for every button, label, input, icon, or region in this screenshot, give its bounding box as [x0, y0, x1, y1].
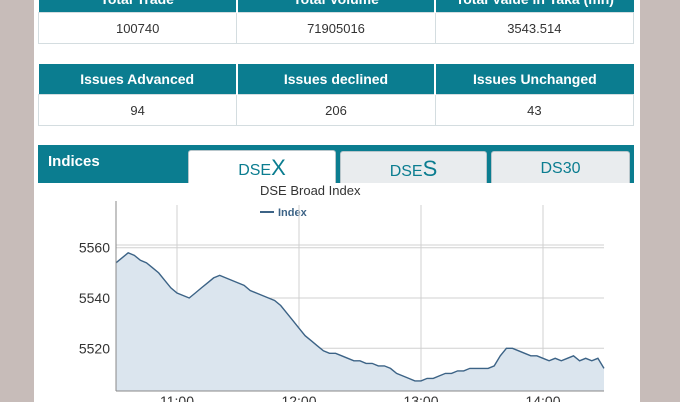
- tab-dses-suffix: S: [422, 156, 438, 181]
- issues-advanced-header: Issues Advanced: [38, 64, 238, 95]
- x-tick-label: 12:00: [281, 393, 316, 402]
- tab-dses-prefix: DSE: [389, 163, 423, 180]
- issues-advanced-value: 94: [37, 94, 238, 126]
- x-tick-label: 11:00: [160, 393, 194, 402]
- market-totals-table: Total Trade Total Volume Total Value in …: [37, 0, 635, 44]
- tab-ds30-label: DS30: [540, 160, 581, 177]
- y-tick-label: 5540: [79, 290, 110, 306]
- index-series-line: [115, 251, 605, 382]
- issues-declined-header: Issues declined: [236, 64, 437, 95]
- chart-title: DSE Broad Index: [260, 183, 361, 198]
- tab-dses[interactable]: DSES: [340, 151, 487, 184]
- x-tick-label: 13:00: [403, 393, 438, 402]
- indices-label: Indices: [48, 153, 100, 170]
- total-volume-value: 71905016: [236, 12, 436, 44]
- y-tick-label: 5520: [79, 340, 110, 356]
- total-value-header: Total Value in Taka (mn): [435, 0, 634, 13]
- issues-table: Issues Advanced Issues declined Issues U…: [37, 64, 635, 126]
- tab-dsex[interactable]: DSEX: [188, 150, 336, 186]
- y-tick-label: 5560: [79, 240, 110, 256]
- tab-dsex-prefix: DSE: [238, 162, 272, 179]
- issues-unchanged-header: Issues Unchanged: [435, 64, 634, 95]
- legend-label: Index: [278, 207, 308, 219]
- tab-dsex-suffix: X: [271, 155, 286, 180]
- total-trade-value: 100740: [37, 12, 238, 44]
- total-value-value: 3543.514: [434, 12, 635, 44]
- issues-declined-value: 206: [236, 94, 436, 126]
- issues-unchanged-value: 43: [434, 94, 635, 126]
- index-chart: DSE Broad Index Index 5560 5540 5520 11:00 12:…: [79, 183, 605, 402]
- index-chart-area: DSE Broad Index Index 5560 5540 5520 11:00 12:…: [38, 183, 634, 402]
- total-volume-header: Total Volume: [236, 0, 437, 13]
- index-series-area: [116, 252, 604, 391]
- x-tick-label: 14:00: [525, 393, 560, 402]
- total-trade-header: Total Trade: [38, 0, 238, 13]
- tab-ds30[interactable]: DS30: [491, 151, 630, 184]
